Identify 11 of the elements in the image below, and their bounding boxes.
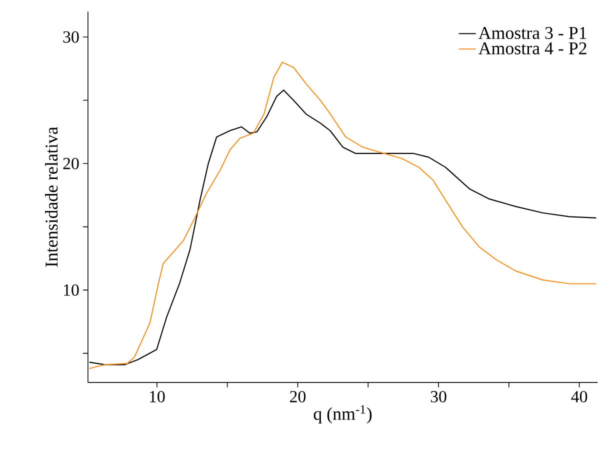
y-tick-label: 30: [63, 31, 79, 43]
y-tick-label: 20: [63, 158, 79, 170]
x-tick-label: 20: [290, 391, 306, 403]
legend-label: Amostra 4 - P2: [478, 42, 586, 55]
y-tick-label: 10: [64, 284, 79, 296]
x-tick-label: 40: [571, 391, 588, 403]
x-tick-label: 30: [430, 391, 446, 403]
y-axis-title: Intensidade relativa: [45, 127, 58, 267]
x-axis-title: q (nm$^{-1}$): [314, 405, 372, 424]
legend-label: Amostra 3 - P1: [478, 27, 586, 40]
x-tick-label: 10: [150, 391, 165, 403]
